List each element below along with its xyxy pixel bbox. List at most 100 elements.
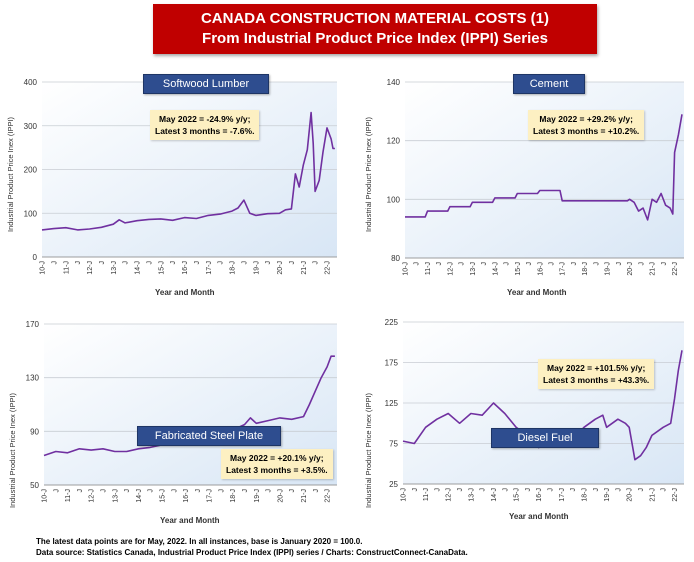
x-tick-label: 11-J (63, 261, 70, 274)
x-tick-label: 16-J (537, 262, 544, 276)
x-tick-label: J (570, 488, 577, 492)
x-tick-label: J (194, 261, 201, 265)
x-tick-label: J (242, 489, 249, 493)
y-tick-label: 100 (387, 195, 401, 204)
footer-line-2: Data source: Statistics Canada, Industri… (36, 548, 468, 557)
annotation-line-2: Latest 3 months = +43.3%. (543, 375, 650, 385)
x-tick-label: J (638, 488, 645, 492)
x-tick-label: J (171, 489, 178, 493)
y-axis-label: Industrial Product Price Inex (IPPI) (6, 116, 15, 232)
x-tick-label: 15-J (158, 261, 165, 275)
y-tick-label: 50 (30, 481, 39, 490)
x-tick-label: J (459, 262, 466, 266)
series-line (405, 114, 683, 221)
x-tick-label: 17-J (559, 488, 566, 502)
x-tick-label: 13-J (468, 488, 475, 502)
x-axis-label: Year and Month (507, 288, 567, 297)
x-tick-label: J (218, 261, 225, 265)
x-tick-label: J (548, 488, 555, 492)
x-tick-label: J (148, 489, 155, 493)
x-axis-label: Year and Month (160, 516, 220, 525)
x-tick-label: J (525, 488, 532, 492)
plot-area (405, 82, 684, 258)
x-tick-label: J (549, 262, 556, 266)
x-tick-label: J (502, 488, 509, 492)
y-axis-label: Industrial Product Price Inex (IPPI) (8, 392, 17, 508)
x-tick-label: 18-J (581, 488, 588, 502)
x-tick-label: 21-J (649, 488, 656, 502)
chart-svg-softwood-lumber: 0 100 200 300 400 10-J J 11-J J 12-J J 13-J J 14-J J 15… (24, 78, 337, 275)
y-tick-label: 80 (391, 254, 400, 263)
y-tick-label: 400 (24, 78, 38, 87)
x-tick-label: 13-J (470, 262, 477, 276)
x-tick-label: J (170, 261, 177, 265)
title-line-2: From Industrial Product Price Index (IPP… (202, 30, 548, 47)
chart-title: Cement (513, 74, 585, 94)
x-tick-label: 14-J (136, 489, 143, 503)
annotation-line-1: May 2022 = +29.2% y/y; (539, 114, 633, 124)
y-tick-label: 130 (26, 374, 40, 383)
x-tick-label: J (241, 261, 248, 265)
x-tick-label: 10-J (40, 261, 47, 275)
x-tick-label: J (75, 261, 82, 265)
x-tick-label: J (124, 489, 131, 493)
x-tick-label: 21-J (301, 261, 308, 275)
y-tick-label: 25 (389, 480, 398, 489)
y-tick-label: 125 (385, 399, 399, 408)
x-tick-label: 11-J (425, 262, 432, 275)
x-tick-label: 15-J (514, 488, 521, 502)
y-tick-label: 175 (385, 359, 399, 368)
chart-cement: 80 100 120 140 10-J J 11-J J 12-J J 13-J J 14-J J 15-J… (350, 66, 694, 304)
annotation-box: May 2022 = +101.5% y/y; Latest 3 months … (538, 359, 655, 389)
x-tick-label: 13-J (112, 489, 119, 503)
footer-notes: The latest data points are for May, 2022… (36, 536, 468, 558)
x-tick-label: 15-J (159, 489, 166, 503)
x-tick-label: 10-J (401, 488, 408, 502)
x-tick-label: 19-J (604, 488, 611, 502)
x-tick-label: 11-J (423, 488, 430, 501)
x-tick-label: J (616, 262, 623, 266)
annotation-box: May 2022 = +29.2% y/y; Latest 3 months =… (528, 110, 645, 140)
y-tick-label: 200 (24, 166, 38, 175)
annotation-line-2: Latest 3 months = -7.6%. (155, 126, 255, 136)
annotation-line-1: May 2022 = -24.9% y/y; (159, 114, 251, 124)
annotation-line-2: Latest 3 months = +3.5%. (226, 465, 328, 475)
y-tick-label: 225 (385, 318, 399, 327)
x-tick-label: J (289, 261, 296, 265)
x-tick-label: 20-J (277, 489, 284, 503)
x-tick-label: 12-J (89, 489, 96, 503)
title-banner: CANADA CONSTRUCTION MATERIAL COSTS (1) F… (153, 4, 597, 54)
x-tick-label: J (53, 489, 60, 493)
x-tick-label: J (146, 261, 153, 265)
x-tick-label: 12-J (87, 261, 94, 275)
x-tick-label: 22-J (325, 261, 332, 275)
x-tick-label: 10-J (403, 262, 410, 276)
x-tick-label: J (265, 261, 272, 265)
chart-softwood-lumber: 0 100 200 300 400 10-J J 11-J J 12-J J 13-J J 14-J J 15… (0, 66, 344, 304)
x-tick-label: J (100, 489, 107, 493)
x-tick-label: 20-J (627, 262, 634, 276)
x-tick-label: 22-J (672, 488, 679, 502)
x-tick-label: J (289, 489, 296, 493)
x-tick-label: J (434, 488, 441, 492)
chart-title: Softwood Lumber (143, 74, 269, 94)
x-tick-label: J (195, 489, 202, 493)
annotation-line-2: Latest 3 months = +10.2%. (533, 126, 640, 136)
x-tick-label: 16-J (536, 488, 543, 502)
chart-svg-diesel-fuel: 25 75 125 175 225 10-J J 11-J J 12-J J 13-J J 14-J J 15… (385, 318, 684, 502)
x-tick-label: 17-J (560, 262, 567, 276)
x-tick-label: 14-J (135, 261, 142, 275)
x-tick-label: J (51, 261, 58, 265)
y-tick-label: 75 (389, 440, 398, 449)
x-tick-label: J (504, 262, 511, 266)
x-tick-label: 21-J (301, 489, 308, 503)
y-tick-label: 170 (26, 320, 40, 329)
x-tick-label: J (615, 488, 622, 492)
x-tick-label: J (480, 488, 487, 492)
y-tick-label: 120 (387, 137, 401, 146)
annotation-box: May 2022 = +20.1% y/y; Latest 3 months =… (221, 449, 333, 479)
x-tick-label: J (526, 262, 533, 266)
footer-line-1: The latest data points are for May, 2022… (36, 537, 363, 546)
x-tick-label: 14-J (491, 488, 498, 502)
x-tick-label: J (313, 489, 320, 493)
